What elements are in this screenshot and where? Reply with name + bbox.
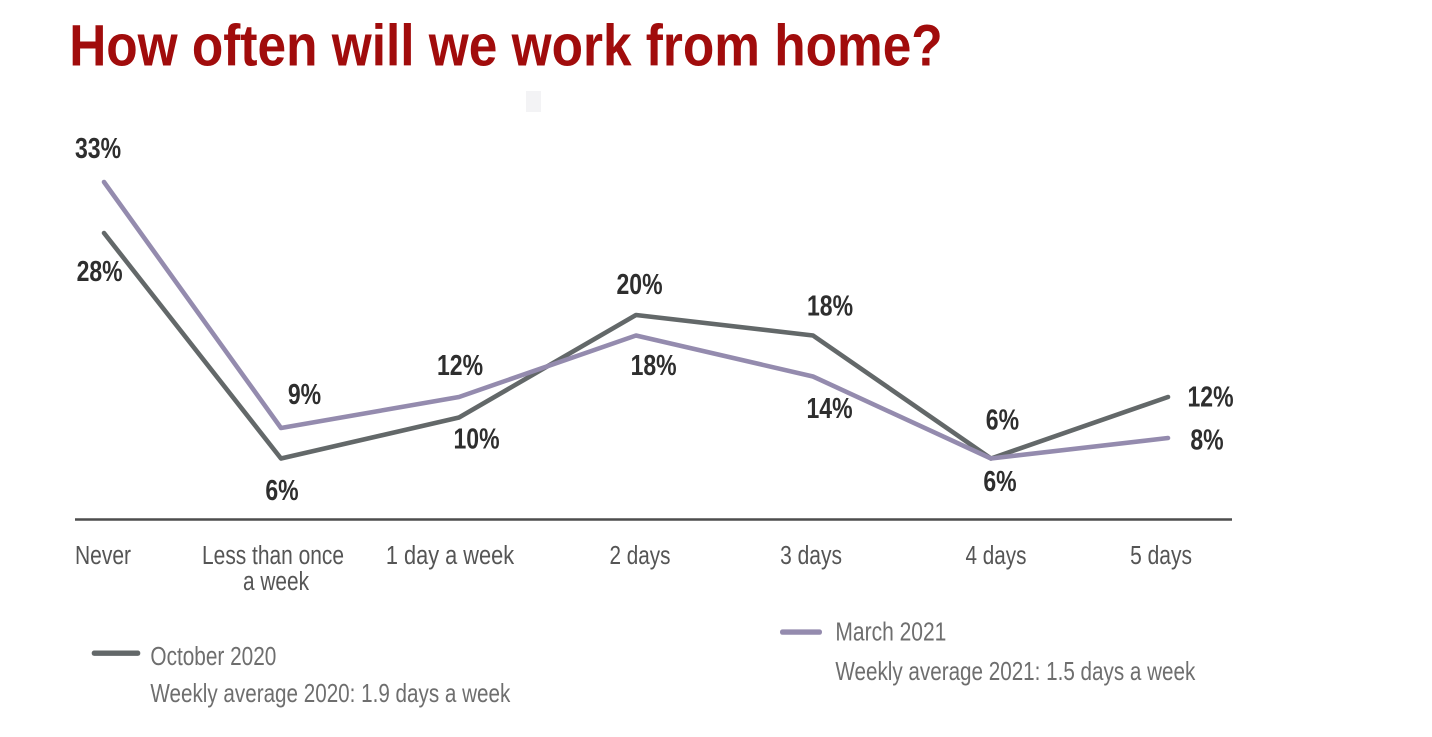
svg-text:6%: 6%	[265, 473, 298, 506]
svg-text:1 day a week: 1 day a week	[386, 541, 515, 570]
svg-text:Less than once: Less than once	[202, 542, 344, 571]
svg-text:18%: 18%	[807, 289, 853, 322]
svg-text:Weekly average 2021: 1.5 days: Weekly average 2021: 1.5 days a week	[835, 657, 1195, 686]
svg-text:2 days: 2 days	[610, 541, 671, 570]
svg-text:9%: 9%	[288, 377, 321, 410]
svg-text:28%: 28%	[77, 254, 123, 287]
svg-text:6%: 6%	[983, 464, 1016, 497]
svg-text:5 days: 5 days	[1130, 542, 1192, 571]
svg-text:4 days: 4 days	[966, 541, 1027, 570]
svg-text:6%: 6%	[986, 403, 1019, 436]
svg-text:12%: 12%	[437, 348, 483, 381]
svg-text:12%: 12%	[1187, 380, 1233, 413]
svg-text:33%: 33%	[75, 131, 121, 164]
svg-text:How often will we work from ho: How often will we work from home?	[69, 13, 942, 79]
svg-text:8%: 8%	[1190, 423, 1223, 456]
svg-text:Never: Never	[75, 542, 131, 571]
svg-text:18%: 18%	[631, 348, 677, 381]
svg-text:14%: 14%	[806, 391, 852, 424]
svg-text:20%: 20%	[616, 267, 662, 300]
svg-text:a week: a week	[243, 567, 309, 596]
svg-text:March 2021: March 2021	[835, 619, 946, 648]
svg-text:Weekly average 2020: 1.9 days: Weekly average 2020: 1.9 days a week	[150, 679, 510, 708]
svg-text:10%: 10%	[453, 422, 499, 455]
svg-text:3 days: 3 days	[780, 542, 842, 571]
svg-text:October 2020: October 2020	[150, 642, 276, 671]
